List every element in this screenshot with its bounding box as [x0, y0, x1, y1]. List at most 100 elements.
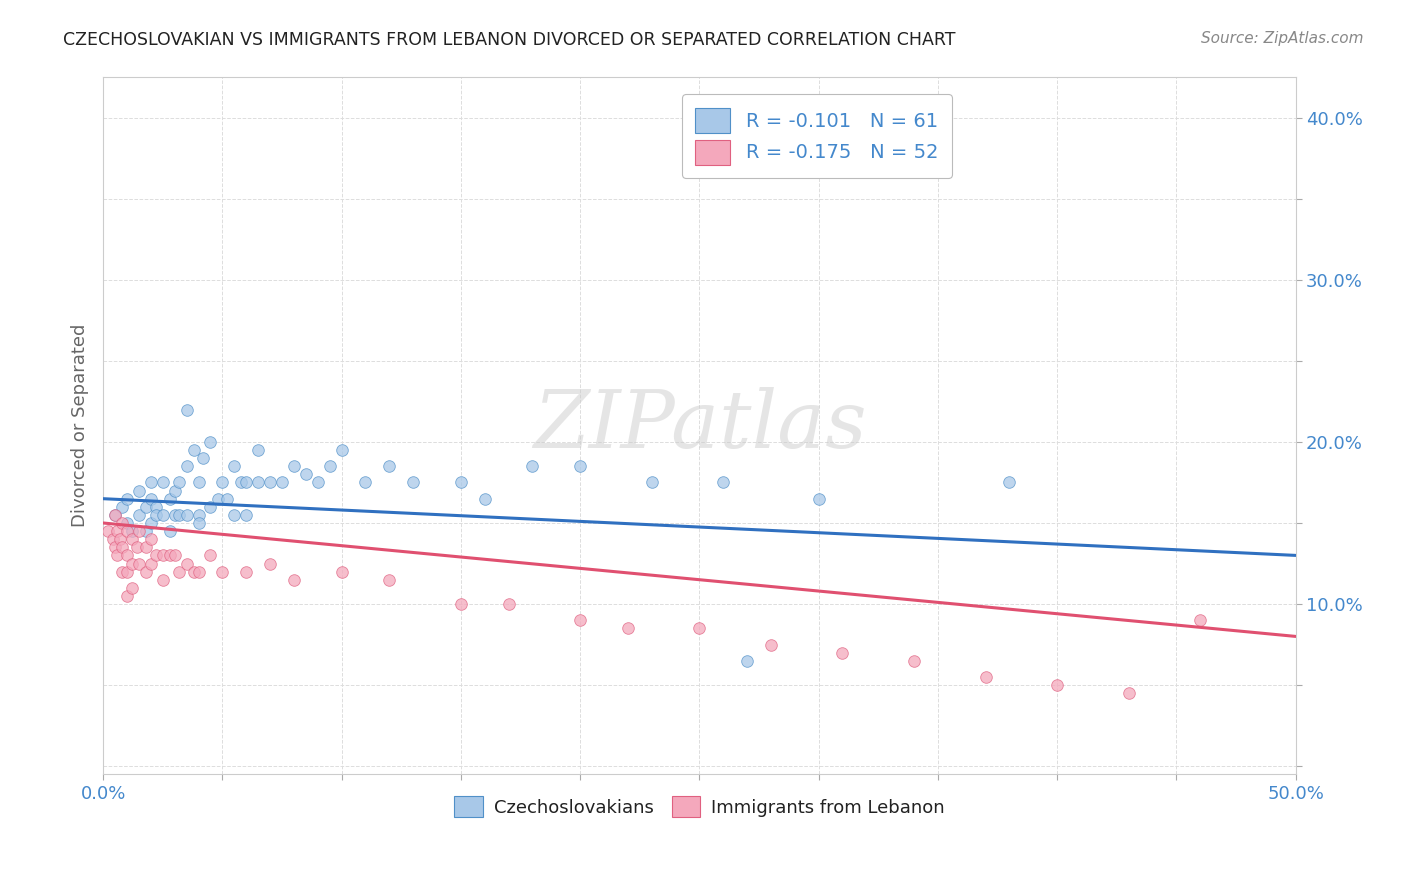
- Point: [152, 573, 174, 587]
- Point: [159, 491, 181, 506]
- Point: [235, 565, 257, 579]
- Point: [569, 613, 592, 627]
- Point: [183, 565, 205, 579]
- Point: [163, 508, 186, 522]
- Text: Source: ZipAtlas.com: Source: ZipAtlas.com: [1201, 31, 1364, 46]
- Point: [115, 524, 138, 538]
- Point: [135, 500, 157, 514]
- Y-axis label: Divorced or Separated: Divorced or Separated: [72, 324, 89, 527]
- Point: [121, 524, 143, 538]
- Point: [640, 475, 662, 490]
- Point: [283, 459, 305, 474]
- Point: [187, 508, 209, 522]
- Point: [200, 434, 222, 449]
- Point: [125, 541, 148, 555]
- Point: [139, 475, 162, 490]
- Text: CZECHOSLOVAKIAN VS IMMIGRANTS FROM LEBANON DIVORCED OR SEPARATED CORRELATION CHA: CZECHOSLOVAKIAN VS IMMIGRANTS FROM LEBAN…: [63, 31, 956, 49]
- Point: [101, 532, 124, 546]
- Point: [187, 565, 209, 579]
- Point: [617, 621, 640, 635]
- Point: [378, 459, 401, 474]
- Point: [259, 475, 281, 490]
- Point: [193, 451, 215, 466]
- Point: [974, 670, 997, 684]
- Point: [211, 475, 233, 490]
- Point: [128, 557, 150, 571]
- Point: [169, 508, 191, 522]
- Point: [121, 557, 143, 571]
- Point: [115, 516, 138, 530]
- Point: [159, 524, 181, 538]
- Point: [139, 557, 162, 571]
- Point: [169, 475, 191, 490]
- Point: [152, 549, 174, 563]
- Point: [111, 500, 134, 514]
- Point: [235, 475, 257, 490]
- Point: [115, 565, 138, 579]
- Point: [1118, 686, 1140, 700]
- Point: [176, 402, 198, 417]
- Point: [200, 500, 222, 514]
- Point: [128, 508, 150, 522]
- Point: [402, 475, 425, 490]
- Point: [247, 443, 270, 458]
- Point: [152, 475, 174, 490]
- Point: [450, 475, 472, 490]
- Point: [111, 541, 134, 555]
- Point: [1189, 613, 1212, 627]
- Point: [104, 508, 127, 522]
- Point: [187, 516, 209, 530]
- Point: [111, 516, 134, 530]
- Point: [163, 549, 186, 563]
- Point: [139, 516, 162, 530]
- Point: [176, 508, 198, 522]
- Point: [998, 475, 1021, 490]
- Point: [217, 491, 239, 506]
- Point: [176, 459, 198, 474]
- Point: [378, 573, 401, 587]
- Point: [211, 565, 233, 579]
- Point: [163, 483, 186, 498]
- Point: [121, 581, 143, 595]
- Point: [183, 443, 205, 458]
- Point: [108, 532, 131, 546]
- Point: [318, 459, 340, 474]
- Point: [903, 654, 925, 668]
- Point: [295, 467, 318, 482]
- Point: [159, 549, 181, 563]
- Point: [354, 475, 377, 490]
- Point: [735, 654, 758, 668]
- Point: [259, 557, 281, 571]
- Point: [97, 524, 120, 538]
- Point: [135, 541, 157, 555]
- Point: [121, 532, 143, 546]
- Point: [176, 557, 198, 571]
- Point: [111, 565, 134, 579]
- Point: [498, 597, 520, 611]
- Point: [307, 475, 329, 490]
- Point: [128, 483, 150, 498]
- Point: [104, 508, 127, 522]
- Point: [169, 565, 191, 579]
- Point: [128, 524, 150, 538]
- Point: [107, 524, 129, 538]
- Point: [247, 475, 270, 490]
- Point: [145, 549, 167, 563]
- Point: [224, 508, 246, 522]
- Point: [522, 459, 544, 474]
- Point: [474, 491, 496, 506]
- Text: ZIPatlas: ZIPatlas: [533, 387, 866, 465]
- Point: [759, 638, 782, 652]
- Point: [711, 475, 734, 490]
- Legend: Czechoslovakians, Immigrants from Lebanon: Czechoslovakians, Immigrants from Lebano…: [447, 789, 952, 824]
- Point: [139, 532, 162, 546]
- Point: [224, 459, 246, 474]
- Point: [330, 443, 353, 458]
- Point: [450, 597, 472, 611]
- Point: [207, 491, 229, 506]
- Point: [231, 475, 253, 490]
- Point: [283, 573, 305, 587]
- Point: [104, 541, 127, 555]
- Point: [569, 459, 592, 474]
- Point: [831, 646, 853, 660]
